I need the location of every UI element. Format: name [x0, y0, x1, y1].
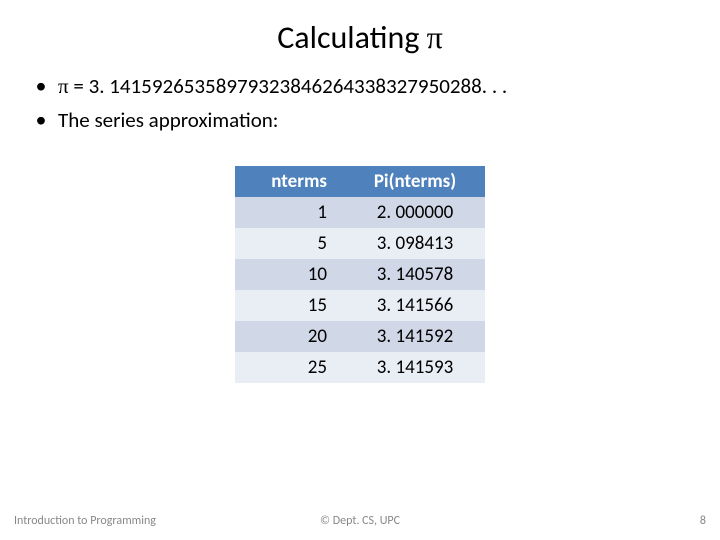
cell-pi: 3. 140578 — [345, 259, 485, 290]
bullet-text: π = 3. 141592653589793238462643383279502… — [58, 71, 507, 103]
title-symbol: π — [427, 19, 443, 55]
cell-pi: 3. 141566 — [345, 290, 485, 321]
footer-center-text: © Dept. CS, UPC — [0, 514, 720, 528]
bullet-item: • π = 3. 1415926535897932384626433832795… — [32, 71, 692, 103]
cell-pi: 3. 141592 — [345, 321, 485, 352]
bullet-dot-icon: • — [32, 109, 50, 131]
table-row: 20 3. 141592 — [235, 321, 485, 352]
cell-nterms: 1 — [235, 197, 345, 228]
cell-nterms: 20 — [235, 321, 345, 352]
cell-nterms: 25 — [235, 352, 345, 383]
table-row: 25 3. 141593 — [235, 352, 485, 383]
cell-pi: 3. 141593 — [345, 352, 485, 383]
cell-nterms: 15 — [235, 290, 345, 321]
bullet-text: The series approximation: — [58, 105, 278, 137]
bullet-item: • The series approximation: — [32, 105, 692, 137]
table-row: 10 3. 140578 — [235, 259, 485, 290]
pi-symbol: π — [58, 74, 69, 98]
table-row: 5 3. 098413 — [235, 228, 485, 259]
slide: Calculating π • π = 3. 14159265358979323… — [0, 0, 720, 540]
cell-pi: 2. 000000 — [345, 197, 485, 228]
table-header-row: nterms Pi(nterms) — [235, 166, 485, 197]
bullet-dot-icon: • — [32, 75, 50, 97]
col-header-nterms: nterms — [235, 166, 345, 197]
cell-nterms: 10 — [235, 259, 345, 290]
bullet-list: • π = 3. 1415926535897932384626433832795… — [32, 71, 692, 136]
cell-pi: 3. 098413 — [345, 228, 485, 259]
col-header-pi: Pi(nterms) — [345, 166, 485, 197]
approximation-table: nterms Pi(nterms) 1 2. 000000 5 3. 09841… — [235, 166, 485, 383]
pi-value-text: = 3. 14159265358979323846264338327950288… — [69, 73, 508, 99]
title-text: Calculating — [277, 18, 426, 57]
cell-nterms: 5 — [235, 228, 345, 259]
table-row: 1 2. 000000 — [235, 197, 485, 228]
page-number: 8 — [700, 514, 706, 528]
slide-title: Calculating π — [28, 18, 692, 57]
table-container: nterms Pi(nterms) 1 2. 000000 5 3. 09841… — [28, 166, 692, 383]
table-row: 15 3. 141566 — [235, 290, 485, 321]
